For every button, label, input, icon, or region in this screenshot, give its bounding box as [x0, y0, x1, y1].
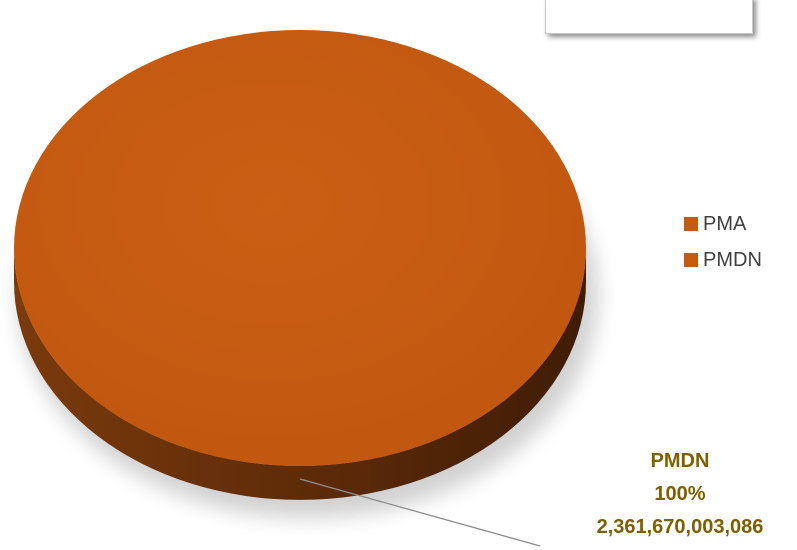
- legend-label-pmdn: PMDN: [703, 248, 762, 271]
- data-label-value: 2,361,670,003,086: [596, 516, 764, 538]
- chart-title-box: [545, 0, 753, 34]
- leader-line: [299, 478, 541, 547]
- legend-label-pma: PMA: [703, 212, 747, 235]
- legend-swatch-pmdn: [684, 253, 698, 267]
- legend: PMA PMDN: [684, 206, 762, 278]
- legend-swatch-pma: [684, 217, 698, 231]
- data-label-category: PMDN: [650, 450, 710, 472]
- legend-item-pmdn: PMDN: [684, 242, 762, 278]
- data-label-percent: 100%: [654, 483, 706, 505]
- pie-slices: [14, 30, 598, 518]
- legend-item-pma: PMA: [684, 206, 762, 242]
- pie-slice-pmdn-side: [14, 248, 586, 500]
- data-label-pmdn: PMDN 100% 2,361,670,003,086: [560, 445, 797, 544]
- pie-slice-pmdn: [14, 30, 586, 466]
